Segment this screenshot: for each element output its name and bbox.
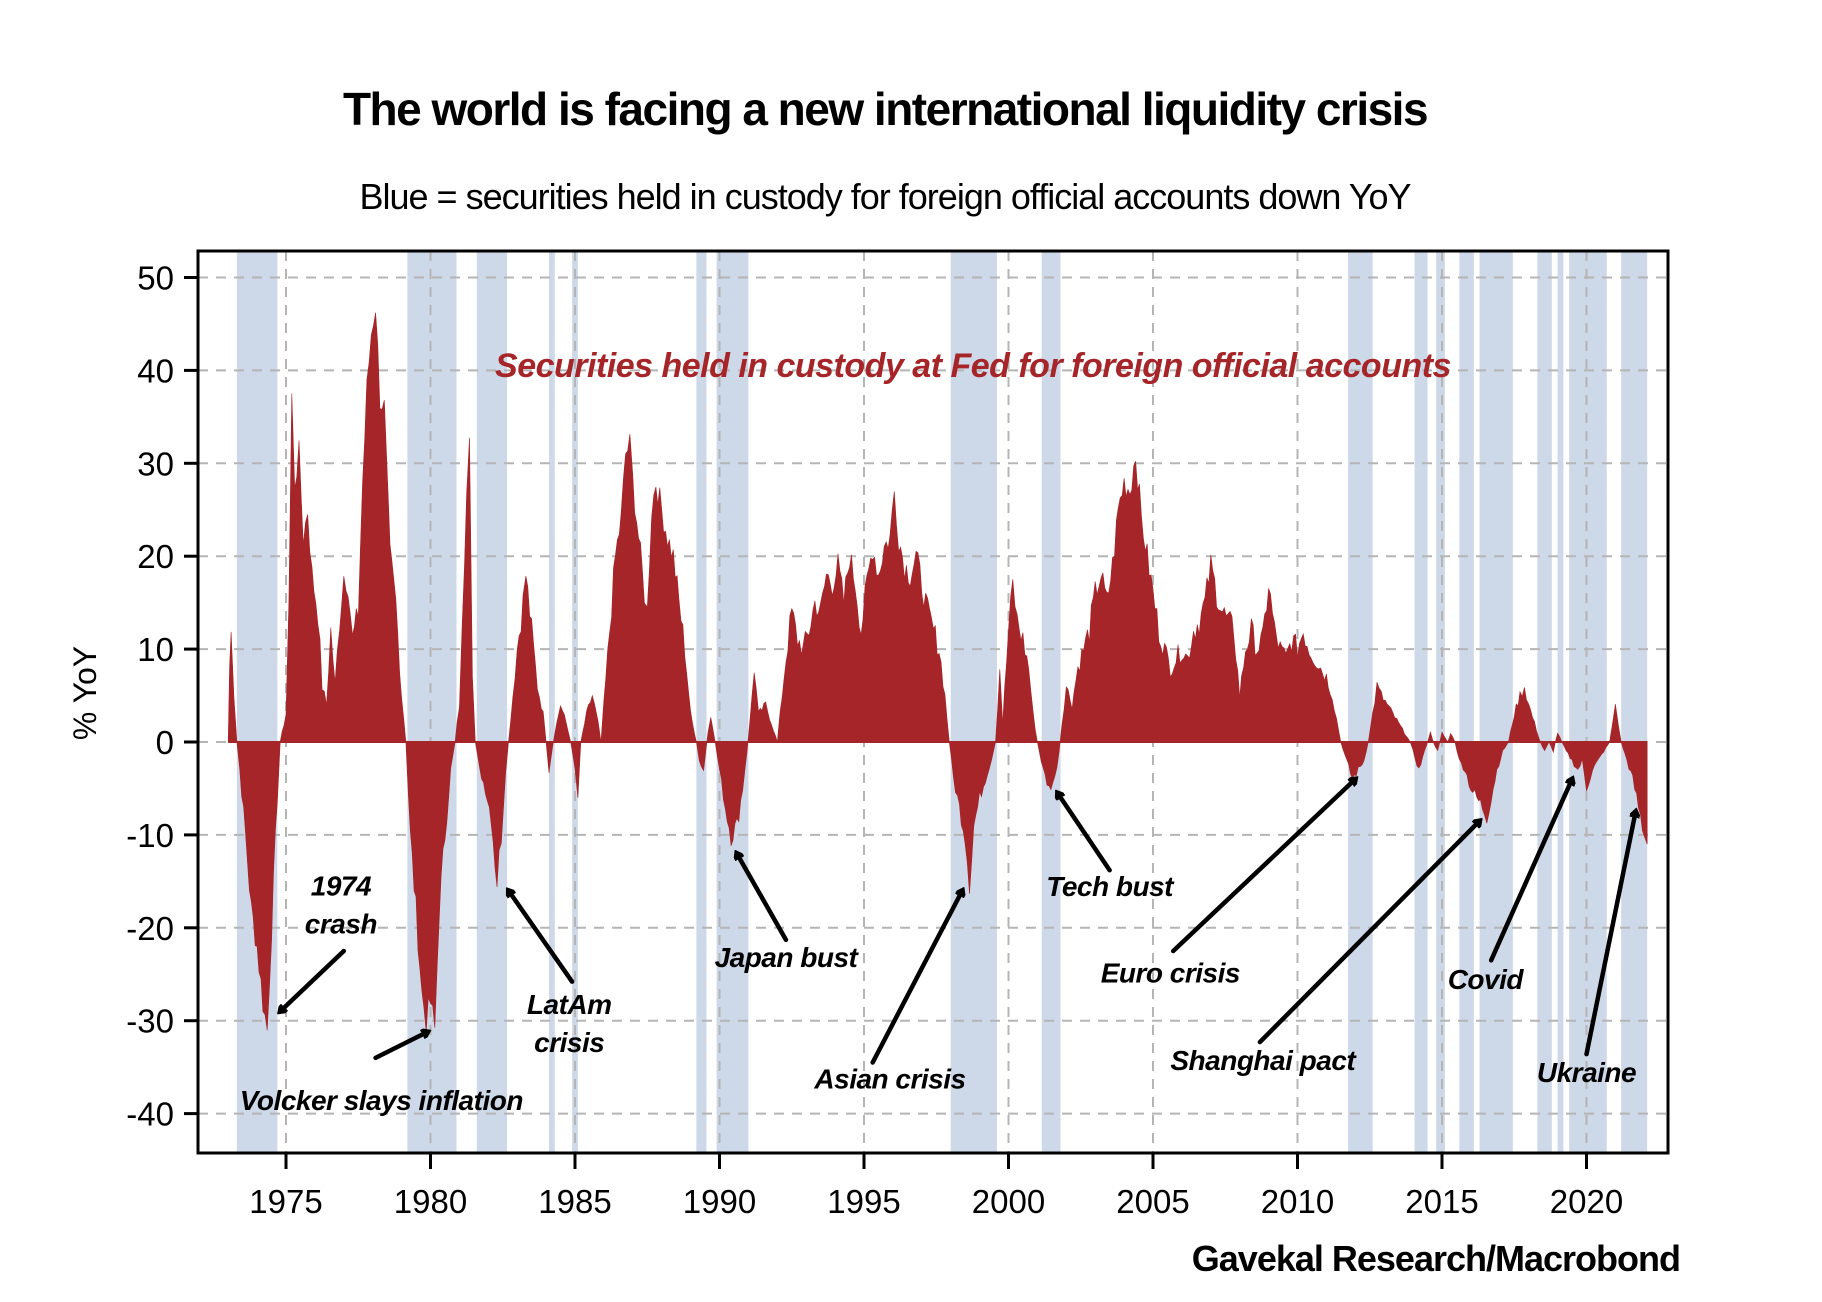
- annotation-arrow: [870, 891, 963, 1065]
- x-tick-label: 1990: [683, 1183, 756, 1220]
- annotation-text: 1974: [311, 870, 372, 901]
- shaded-period-13: [1479, 251, 1513, 1153]
- annotation-japan-bust: Japan bust: [715, 853, 860, 973]
- shaded-period-2: [476, 251, 508, 1153]
- x-tick-label: 2000: [972, 1183, 1045, 1220]
- y-axis-label: % YoY: [67, 646, 103, 740]
- annotation-arrow: [1488, 779, 1572, 963]
- shaded-period-17: [1621, 251, 1648, 1153]
- annotation-text: crisis: [534, 1027, 604, 1058]
- shaded-period-6: [716, 251, 749, 1153]
- shaded-period-8: [1041, 251, 1061, 1153]
- chart-subtitle: Blue = securities held in custody for fo…: [359, 176, 1411, 217]
- annotation-text: Shanghai pact: [1170, 1045, 1357, 1076]
- annotation-euro-crisis: Euro crisis: [1101, 779, 1356, 989]
- x-tick-label: 2020: [1550, 1183, 1623, 1220]
- annotation-arrow: [737, 853, 789, 943]
- y-tick-label: -40: [126, 1096, 174, 1133]
- plot-frame: [196, 249, 1670, 1155]
- x-tick-label: 2010: [1261, 1183, 1334, 1220]
- y-tick-label: 30: [137, 445, 174, 482]
- shaded-period-0: [236, 251, 278, 1153]
- annotation-arrow: [1058, 793, 1112, 873]
- annotations: 1974 crash Volcker slays inflation LatAm cri…: [240, 779, 1636, 1116]
- shaded-period-9: [1348, 251, 1373, 1153]
- shaded-period-16: [1569, 251, 1607, 1153]
- annotation-text: Volcker slays inflation: [240, 1085, 523, 1116]
- annotation-1974-crash: 1974 crash: [280, 870, 378, 1011]
- shaded-period-3: [548, 251, 555, 1153]
- annotation-shanghai-pact: Shanghai pact: [1170, 821, 1479, 1076]
- y-tick-label: -30: [126, 1003, 174, 1040]
- x-tick-label: 2015: [1405, 1183, 1478, 1220]
- x-tick-label: 1975: [249, 1183, 322, 1220]
- source-credit: Gavekal Research/Macrobond: [1191, 1238, 1681, 1279]
- annotation-text: LatAm: [527, 989, 612, 1020]
- annotation-arrow: [509, 891, 575, 984]
- shaded-period-7: [950, 251, 997, 1153]
- annotation-text: Euro crisis: [1101, 958, 1240, 989]
- series-area: [227, 312, 1648, 1033]
- chart-title: The world is facing a new international …: [342, 83, 1429, 135]
- series-area-path: [227, 312, 1648, 1033]
- shaded-period-12: [1459, 251, 1474, 1153]
- annotation-text: Asian crisis: [813, 1064, 965, 1095]
- x-tick-label: 2005: [1116, 1183, 1189, 1220]
- annotation-arrow: [1257, 821, 1480, 1045]
- annotation-arrow: [373, 1032, 428, 1061]
- annotation-covid: Covid: [1448, 779, 1572, 995]
- annotation-ukraine: Ukraine: [1537, 812, 1636, 1088]
- shaded-period-15: [1557, 251, 1564, 1153]
- shaded-period-10: [1414, 251, 1428, 1153]
- annotation-arrow: [1584, 812, 1636, 1057]
- y-tick-label: 0: [156, 724, 174, 761]
- series-label: Securities held in custody at Fed for fo…: [495, 347, 1451, 385]
- y-tick-label: 20: [137, 538, 174, 575]
- annotation-text: Covid: [1448, 964, 1525, 995]
- shaded-period-5: [696, 251, 707, 1153]
- shaded-period-1: [407, 251, 457, 1153]
- shaded-period-14: [1537, 251, 1552, 1153]
- annotation-arrow: [280, 948, 347, 1011]
- shaded-periods: [236, 251, 1648, 1153]
- y-tick-label: 10: [137, 631, 174, 668]
- annotation-arrow: [1170, 779, 1355, 954]
- x-axis: 1975 1980 1985 1990 1995 2000 2005 2010 2015 2020: [249, 1153, 1623, 1220]
- annotation-tech-bust: Tech bust: [1046, 793, 1176, 902]
- x-tick-label: 1995: [827, 1183, 900, 1220]
- y-axis: -40 -30 -20 -10 0 10 20 30 40 50: [126, 260, 198, 1133]
- y-tick-label: 50: [137, 260, 174, 297]
- annotation-asian-crisis: Asian crisis: [813, 891, 966, 1095]
- annotation-text: crash: [305, 908, 377, 939]
- y-tick-label: -20: [126, 910, 174, 947]
- y-tick-label: -10: [126, 817, 174, 854]
- annotation-volcker-slays-inflation: Volcker slays inflation: [240, 1032, 523, 1116]
- x-tick-label: 1985: [538, 1183, 611, 1220]
- y-tick-label: 40: [137, 352, 174, 389]
- annotation-latam-crisis: LatAm crisis: [509, 891, 612, 1058]
- shaded-period-11: [1436, 251, 1445, 1153]
- annotation-text: Ukraine: [1537, 1057, 1636, 1088]
- annotation-text: Tech bust: [1046, 871, 1175, 902]
- x-tick-label: 1980: [394, 1183, 467, 1220]
- annotation-text: Japan bust: [715, 942, 860, 973]
